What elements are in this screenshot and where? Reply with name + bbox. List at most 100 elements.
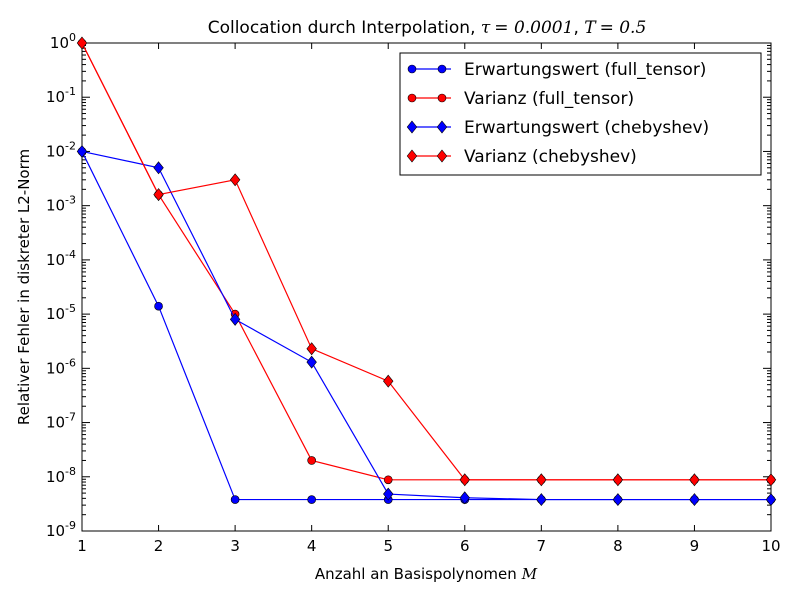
- x-tick-label: 7: [537, 537, 547, 555]
- legend-label: Varianz (full_tensor): [464, 89, 634, 109]
- legend-item: Erwartungswert (chebyshev): [406, 118, 709, 138]
- legend-marker-start: [407, 64, 417, 74]
- series-0: [77, 147, 776, 504]
- legend-marker-end: [437, 93, 447, 103]
- data-point: [153, 188, 164, 202]
- x-tick-label: 8: [613, 537, 623, 555]
- y-tick-label: 10-6: [46, 356, 76, 377]
- y-tick-base: 10: [46, 305, 65, 323]
- y-tick-label: 10-3: [46, 194, 76, 215]
- data-point: [536, 493, 547, 507]
- x-tick-label: 1: [77, 537, 87, 555]
- y-tick-exponent: 0: [69, 31, 76, 44]
- title-tau-value: = 0.0001: [494, 18, 573, 38]
- y-tick-base: 10: [46, 88, 65, 106]
- legend-marker-end: [437, 64, 447, 74]
- data-point: [612, 473, 624, 487]
- x-axis-label-symbol: M: [521, 565, 538, 583]
- y-tick-exponent: -2: [65, 139, 76, 152]
- y-tick-exponent: -1: [65, 85, 76, 98]
- axis-ticks: 1 2 3 4 5 6 7 8 9 1010-910-810-710-610-510-410-31…: [46, 31, 781, 555]
- legend-label: Erwartungswert (chebyshev): [464, 118, 709, 138]
- y-tick-exponent: -6: [65, 356, 76, 369]
- y-tick-label: 10-5: [46, 302, 76, 323]
- y-tick-label: 10-4: [46, 248, 76, 269]
- x-axis-label: Anzahl an Basispolynomen M: [315, 565, 538, 583]
- series-line: [81, 150, 771, 501]
- data-point: [765, 493, 777, 507]
- data-point: [306, 342, 317, 356]
- y-tick-label: 10-9: [46, 519, 76, 540]
- y-tick-base: 10: [46, 142, 65, 160]
- series-2: [76, 144, 777, 507]
- y-tick-base: 10: [46, 197, 65, 215]
- legend-marker-start: [407, 93, 417, 103]
- data-point: [536, 473, 547, 487]
- title-tau-symbol: τ: [481, 18, 491, 38]
- y-tick-exponent: -4: [65, 248, 76, 261]
- y-tick-exponent: -3: [65, 194, 76, 207]
- x-axis-label-text: Anzahl an Basispolynomen: [315, 565, 517, 583]
- x-tick-label: 4: [307, 537, 317, 555]
- data-point: [307, 495, 316, 504]
- legend-marker-end: [436, 149, 448, 163]
- y-tick-label: 10-2: [46, 139, 76, 160]
- data-point: [154, 301, 163, 311]
- y-tick-base: 10: [46, 359, 65, 377]
- y-tick-exponent: -9: [65, 519, 76, 532]
- x-tick-label: 9: [690, 537, 700, 555]
- data-point: [765, 473, 777, 487]
- legend-marker-end: [436, 120, 448, 134]
- legend-item: Erwartungswert (full_tensor): [407, 60, 706, 80]
- data-point: [307, 456, 316, 465]
- data-point: [612, 493, 624, 507]
- y-tick-exponent: -8: [65, 465, 76, 478]
- series-3: [76, 36, 777, 487]
- data-point: [229, 312, 241, 326]
- data-point: [459, 491, 470, 505]
- y-tick-base: 10: [50, 34, 69, 52]
- legend-item: Varianz (full_tensor): [407, 89, 634, 109]
- legend-label: Erwartungswert (full_tensor): [464, 60, 706, 80]
- data-point: [76, 144, 88, 158]
- title-T-symbol: T: [584, 18, 597, 38]
- data-point: [153, 161, 164, 175]
- y-tick-base: 10: [46, 522, 65, 540]
- data-point: [230, 495, 240, 504]
- series-line: [81, 151, 771, 501]
- data-point: [76, 36, 88, 50]
- plot-area: [81, 42, 772, 532]
- series-layer: [76, 36, 777, 507]
- legend-box: [399, 52, 762, 176]
- x-tick-label: 2: [154, 537, 164, 555]
- data-point: [689, 493, 700, 507]
- x-tick-label: 10: [761, 537, 780, 555]
- title-separator: ,: [573, 18, 584, 38]
- y-tick-exponent: -7: [65, 411, 76, 424]
- data-point: [383, 487, 394, 501]
- data-point: [689, 473, 700, 487]
- y-tick-exponent: -5: [65, 302, 76, 315]
- chart-title: Collocation durch Interpolation, τ = 0.00…: [208, 18, 647, 38]
- title-prefix: Collocation durch Interpolation,: [208, 18, 481, 38]
- y-tick-base: 10: [46, 468, 65, 486]
- legend: Erwartungswert (full_tensor) Varianz (ful…: [399, 52, 762, 176]
- y-axis-label: Relativer Fehler in diskreter L2-Norm: [15, 149, 33, 425]
- legend-label: Varianz (chebyshev): [464, 147, 637, 167]
- legend-item: Varianz (chebyshev): [406, 147, 637, 167]
- data-point: [229, 173, 241, 187]
- data-point: [459, 473, 470, 487]
- y-tick-label: 10-8: [46, 465, 76, 486]
- data-point: [306, 355, 317, 369]
- x-tick-label: 3: [230, 537, 240, 555]
- data-point: [383, 475, 393, 485]
- title-T-value: = 0.5: [600, 18, 647, 38]
- series-line: [81, 42, 771, 481]
- legend-marker-start: [406, 149, 418, 163]
- y-tick-base: 10: [46, 414, 65, 432]
- legend-marker-start: [406, 120, 418, 134]
- x-tick-label: 5: [383, 537, 393, 555]
- y-tick-label: 10-1: [46, 85, 76, 106]
- data-point: [383, 374, 394, 388]
- y-tick-label: 10-7: [46, 411, 76, 432]
